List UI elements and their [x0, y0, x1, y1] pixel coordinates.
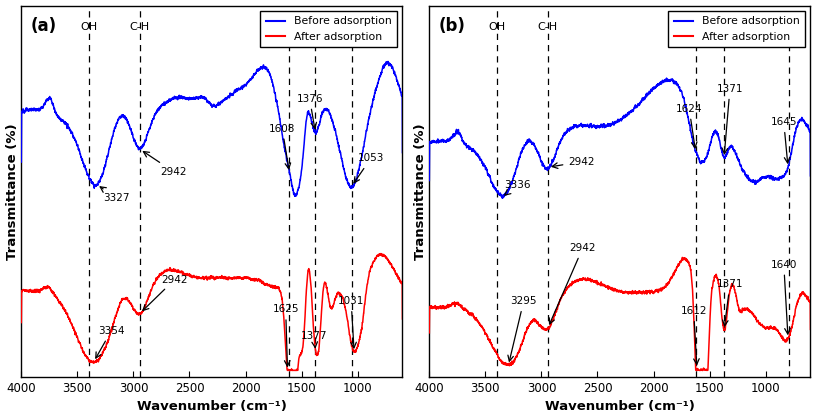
Text: OH: OH: [488, 22, 505, 32]
Text: C=C: C=C: [303, 22, 328, 32]
Text: 1377: 1377: [301, 331, 327, 347]
Text: 1624: 1624: [676, 103, 703, 148]
Text: C=O: C=O: [277, 22, 303, 32]
Text: (a): (a): [31, 17, 57, 35]
Legend: Before adsorption, After adsorption: Before adsorption, After adsorption: [668, 11, 805, 47]
Text: 1376: 1376: [296, 94, 323, 128]
Text: C=C: C=C: [712, 22, 737, 32]
Text: 1371: 1371: [716, 84, 743, 154]
Y-axis label: Transmittance (%): Transmittance (%): [6, 123, 19, 260]
Text: 1625: 1625: [273, 304, 299, 366]
Text: C=O: C=O: [683, 22, 708, 32]
Text: 1645: 1645: [770, 117, 797, 163]
Y-axis label: Transmittance (%): Transmittance (%): [414, 123, 427, 260]
Text: C-O: C-O: [778, 22, 799, 32]
Text: 2942: 2942: [144, 152, 187, 177]
Text: C-O: C-O: [341, 22, 362, 32]
Text: 2942: 2942: [552, 157, 595, 168]
Text: 3336: 3336: [503, 180, 530, 195]
Text: 3327: 3327: [100, 187, 130, 203]
Legend: Before adsorption, After adsorption: Before adsorption, After adsorption: [260, 11, 397, 47]
Text: 1640: 1640: [770, 260, 797, 334]
Text: 3354: 3354: [95, 326, 125, 358]
Text: 2942: 2942: [143, 274, 188, 310]
Text: OH: OH: [80, 22, 97, 32]
Text: (b): (b): [439, 17, 466, 35]
Text: 1371: 1371: [716, 279, 743, 326]
Text: 1612: 1612: [681, 306, 707, 365]
Text: 1031: 1031: [338, 296, 364, 348]
X-axis label: Wavenumber (cm⁻¹): Wavenumber (cm⁻¹): [545, 401, 695, 414]
Text: 3295: 3295: [508, 296, 537, 361]
Text: 1608: 1608: [269, 124, 295, 169]
Text: C-H: C-H: [130, 22, 150, 32]
X-axis label: Wavenumber (cm⁻¹): Wavenumber (cm⁻¹): [137, 401, 287, 414]
Text: 1053: 1053: [354, 153, 384, 183]
Text: 2942: 2942: [549, 243, 596, 324]
Text: C-H: C-H: [538, 22, 558, 32]
